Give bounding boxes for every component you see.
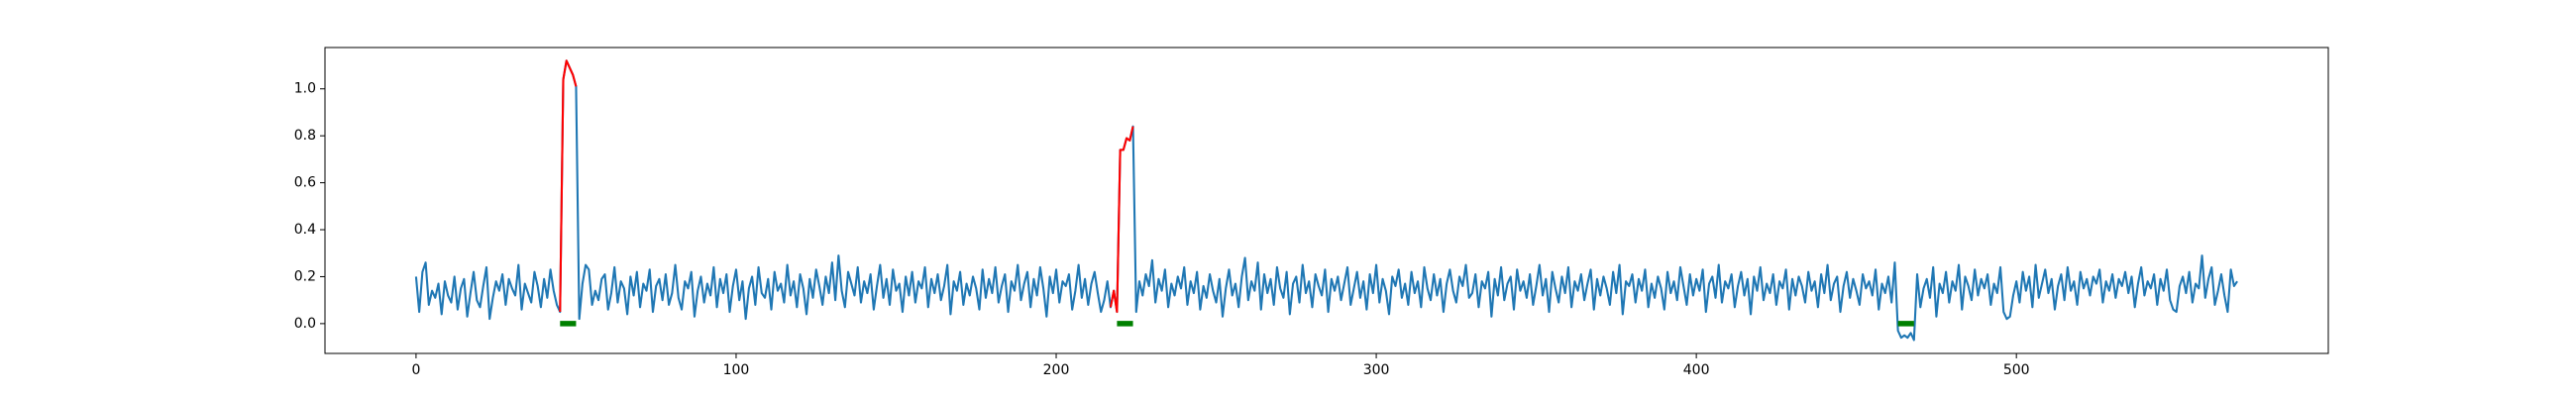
y-tick-label: 0.2 bbox=[294, 268, 316, 284]
series-line bbox=[559, 59, 1134, 314]
y-tick-label: 1.0 bbox=[294, 81, 316, 97]
axes-frame bbox=[324, 47, 2329, 354]
plot bbox=[414, 59, 2238, 342]
y-tick-label: 0.8 bbox=[294, 128, 316, 144]
x-tick-label: 500 bbox=[2003, 362, 2030, 378]
x-tick-label: 100 bbox=[723, 362, 750, 378]
x-tick-label: 0 bbox=[411, 362, 420, 378]
x-tick-label: 200 bbox=[1043, 362, 1070, 378]
x-tick-label: 400 bbox=[1683, 362, 1710, 378]
y-tick-label: 0.0 bbox=[294, 316, 316, 332]
series-line bbox=[414, 59, 2238, 342]
y-tick-label: 0.6 bbox=[294, 175, 316, 191]
y-tick-label: 0.4 bbox=[294, 222, 316, 238]
x-tick-label: 300 bbox=[1363, 362, 1390, 378]
